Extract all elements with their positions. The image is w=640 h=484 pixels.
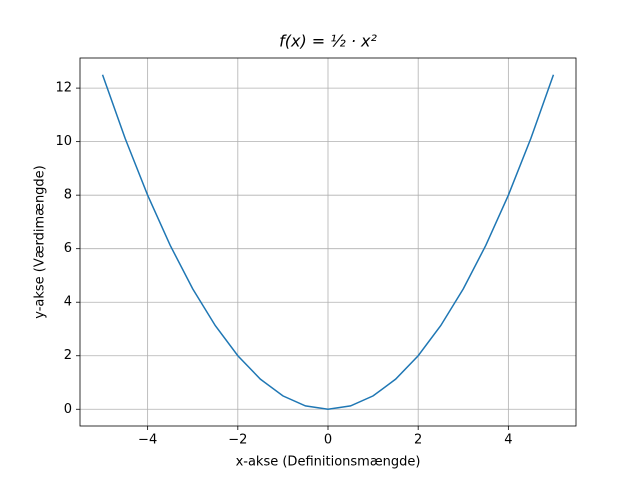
- plot-frame: [79, 57, 577, 427]
- x-tick-label: 2: [414, 433, 422, 448]
- y-tick-label: 4: [64, 295, 72, 310]
- line: [101, 74, 555, 411]
- chart-title: f(x) = ½ · x²: [279, 32, 377, 51]
- y-tick-label: 12: [55, 81, 72, 96]
- y-tick-label: 0: [64, 402, 72, 417]
- x-tick-label: −2: [228, 433, 247, 448]
- y-tick-label: 8: [64, 188, 72, 203]
- y-tick-label: 6: [64, 241, 72, 256]
- x-tick-label: −4: [138, 433, 157, 448]
- x-tick-label: 0: [324, 433, 332, 448]
- y-tick-label: 10: [55, 134, 72, 149]
- y-axis-label: y-akse (Værdimængde): [33, 165, 48, 319]
- x-axis-label: x-akse (Definitionsmængde): [236, 455, 421, 470]
- y-tick-label: 2: [64, 348, 72, 363]
- x-tick-label: 4: [504, 433, 512, 448]
